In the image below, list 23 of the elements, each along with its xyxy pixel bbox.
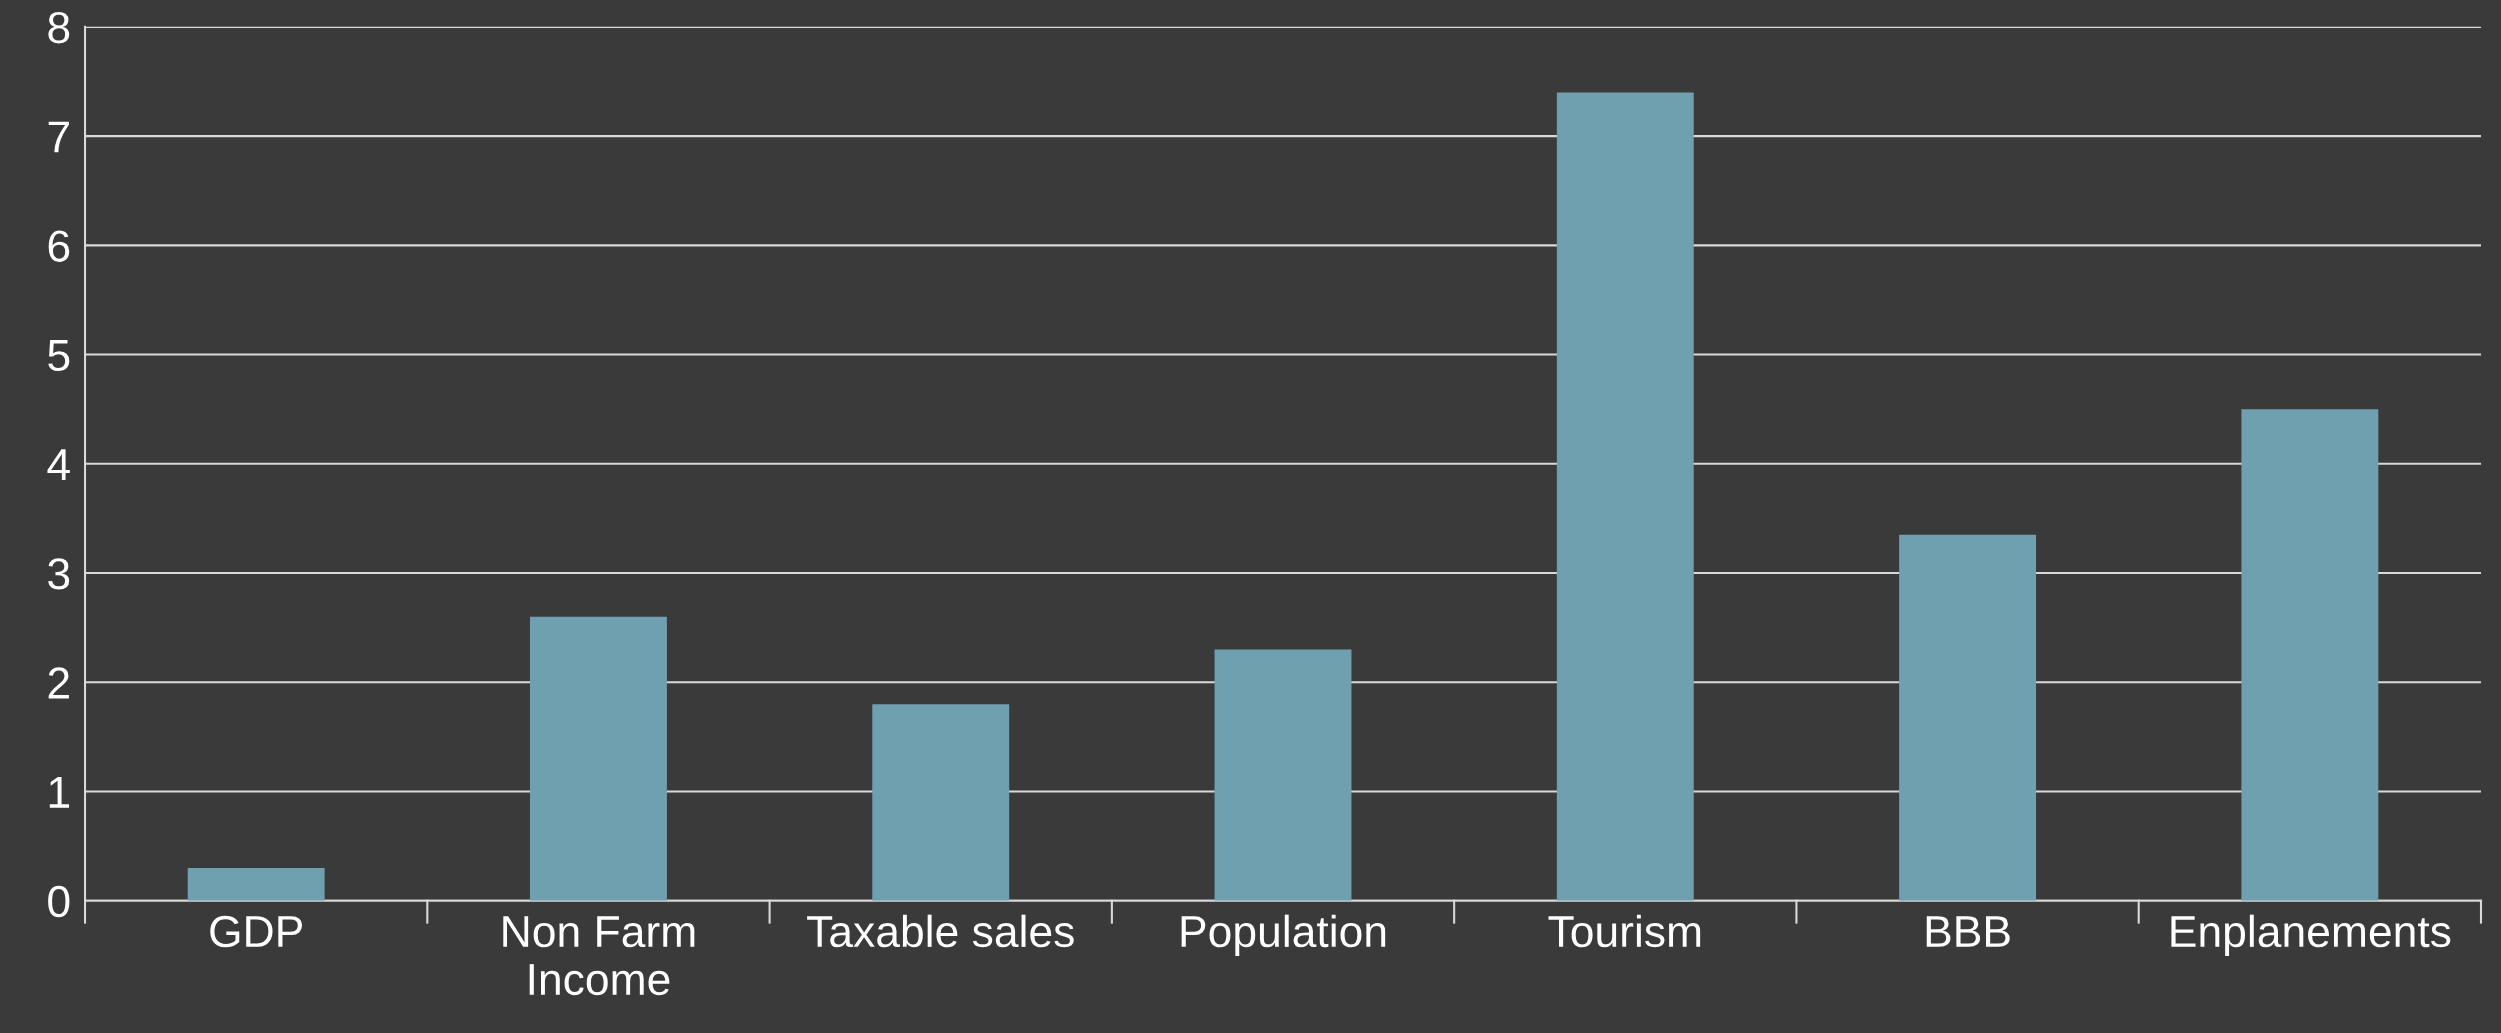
y-tick-label: 0	[48, 885, 70, 918]
bar	[872, 704, 1010, 901]
bar	[1899, 534, 2037, 901]
x-tick-label: Non Farm Income	[503, 916, 695, 996]
bar	[187, 868, 325, 901]
y-tick-label: 7	[48, 121, 69, 153]
y-tick-label: 3	[48, 558, 70, 590]
x-tick-label: Taxable sales	[807, 914, 1074, 948]
y-tick-label: 4	[47, 449, 70, 480]
y-tick-label: 1	[49, 777, 69, 808]
y-tick-label: 5	[48, 340, 70, 372]
bar	[2241, 409, 2379, 901]
x-tick-label: GDP	[210, 915, 302, 948]
bar	[1556, 92, 1694, 901]
bar	[1214, 649, 1352, 901]
y-tick-label: 2	[48, 667, 69, 699]
x-tick-label: BBB	[1926, 916, 2010, 947]
y-tick-label: 8	[48, 11, 70, 44]
x-tick-label: Enplanements	[2171, 914, 2451, 957]
x-tick-label: Tourism	[1548, 914, 1701, 948]
bar	[530, 616, 667, 901]
x-tick-label: Population	[1181, 914, 1386, 957]
y-tick-label: 6	[48, 230, 70, 262]
